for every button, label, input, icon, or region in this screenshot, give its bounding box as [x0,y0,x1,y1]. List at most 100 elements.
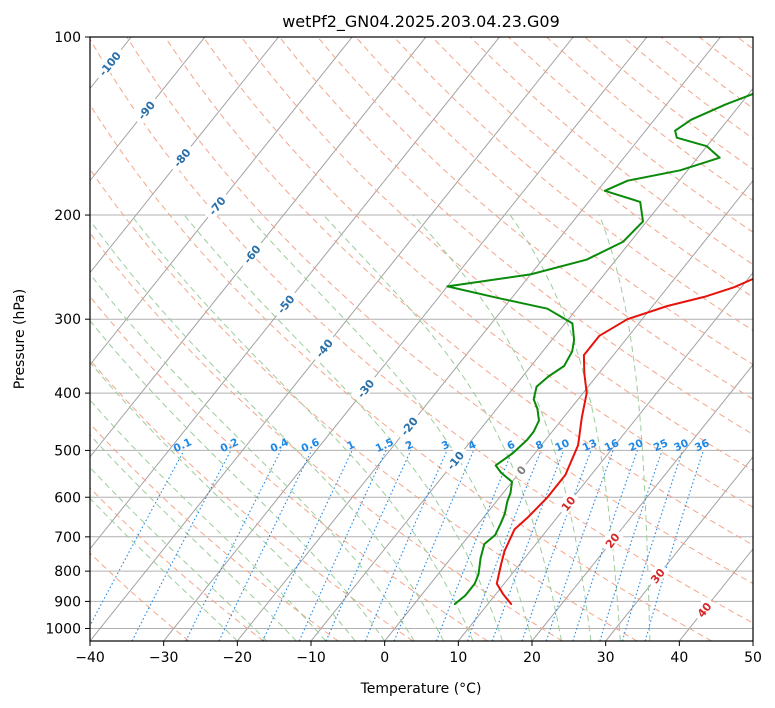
mixing-ratio-line [621,450,684,641]
y-axis-label: Pressure (hPa) [12,289,28,389]
dewpoint-point [571,350,573,353]
axes: −40 −30 −20 −10 0 10 20 30 40 5010020030040050060… [45,30,762,666]
mixing-ratio-line [466,450,542,641]
dewpoint-point [674,129,676,132]
dewpoint-point [504,513,506,515]
dewpoint-point [724,103,727,106]
moist-adiabat [183,214,503,641]
y-tick-label: 1000 [45,621,81,637]
mixing-ratio-label: 3 [440,439,452,453]
dewpoint-point [639,201,641,203]
y-tick-label: 600 [54,490,81,506]
dewpoint-point [499,522,502,525]
mixing-ratio-line [545,450,614,641]
dewpoint-point [509,492,512,494]
mixing-ratio-label: 16 [603,437,621,454]
temperature-point [500,563,502,566]
moist-adiabat [90,320,386,641]
dewpoint-point [477,573,480,576]
sounding-series [446,92,753,605]
dry-adiabat [355,37,753,366]
dewpoint-point [473,582,476,585]
dewpoint-point [506,500,509,503]
dewpoint-point [453,603,456,605]
dewpoint-point [526,439,528,441]
temperature-point [585,392,588,394]
temperature-point [581,416,583,419]
skewed-isotherm [90,37,427,458]
moist-adiabat [90,497,238,641]
plot-frame [89,36,754,642]
temperature-point [598,335,601,337]
dry-adiabat [90,104,712,641]
dewpoint-point [483,543,486,545]
moist-adiabat [90,466,268,641]
dry-adiabat [126,37,753,585]
mixing-ratio-line [572,450,638,641]
moist-adiabat [323,214,562,641]
temperature-point [513,528,516,531]
dewpoint-point [706,145,708,147]
mixing-ratio-label: 20 [627,437,645,454]
x-tick-label: 10 [449,650,467,666]
dry-adiabat [164,37,753,546]
x-tick-label: 40 [670,650,688,666]
x-tick-label: 30 [597,650,615,666]
isotherm-label-bg [440,444,470,476]
temperature-point [583,354,585,356]
dewpoint-point [642,220,644,223]
temperature-point [503,550,506,552]
dewpoint-point [547,375,550,378]
dry-adiabat [317,37,753,400]
y-tick-label: 200 [54,208,81,224]
mixing-ratio-line [599,450,663,641]
mixing-ratio-label: 30 [672,437,690,454]
mixing-ratio-label: 2 [404,439,416,453]
y-tick-label: 800 [54,564,81,580]
isotherm-label-bg [555,490,580,516]
dewpoint-point [494,464,497,467]
isotherm-label-bg [350,372,380,404]
dewpoint-point [538,419,540,422]
dewpoint-point [500,471,502,474]
temperature-point [546,496,549,499]
temperature-point [583,372,586,374]
dewpoint-point [532,398,535,401]
isotherm-label-bg [599,526,624,553]
x-tick-label: −40 [75,650,105,666]
isotherm-label: 0 [510,459,531,480]
skewed-isotherm [90,37,279,274]
mixing-ratio-label: 1 [345,439,357,453]
temperature-point [666,305,669,307]
mixing-ratio-line [644,450,704,641]
skewed-isotherm [384,179,753,641]
mixing-ratio-line [491,450,565,641]
dry-adiabat [90,232,563,641]
dry-adiabat [90,552,190,641]
isotherm-label-bg [166,141,196,173]
mixing-ratio-line [393,450,475,641]
y-tick-label: 500 [54,443,81,459]
moist-adiabat [90,399,327,641]
dewpoint-point [496,297,499,299]
moist-adiabat [247,214,533,641]
y-tick-label: 300 [54,312,81,328]
mixing-ratio-label: 25 [652,437,670,454]
y-tick-label: 900 [54,594,81,610]
dewpoint-point [512,452,514,454]
isotherm-label-bg [92,44,126,82]
skewed-isotherm [236,37,721,641]
skewed-isotherm [90,37,206,182]
mixing-ratio-line [364,450,448,641]
dry-adiabat [90,422,339,641]
x-tick-label: 0 [380,650,389,666]
dewpoint-point [626,179,629,182]
mixing-ratio-label: 4 [466,439,478,453]
mixing-ratio-line [435,450,514,641]
temperature-point [496,582,498,585]
isotherm-label-bg [201,189,231,221]
dewpoint-point [573,339,575,341]
x-axis-label: Temperature (°C) [360,681,482,697]
isotherm-label-bg [393,409,423,442]
